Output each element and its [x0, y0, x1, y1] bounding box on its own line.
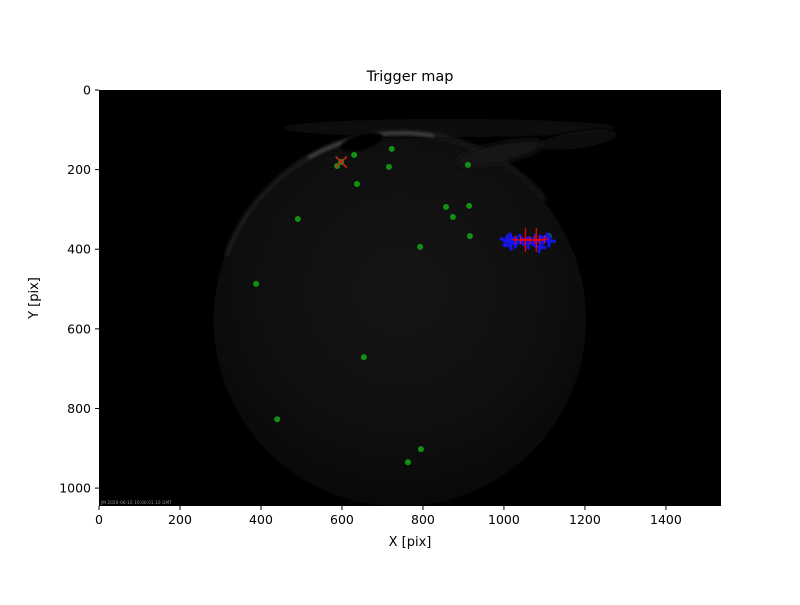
triggers-green-marker — [466, 233, 473, 240]
x-tick-label: 400 — [249, 512, 273, 527]
y-axis-label: Y [pix] — [27, 277, 42, 320]
triggers-green-marker — [360, 354, 367, 361]
camera-dome — [213, 133, 587, 506]
cluster-red-plus-large-marker — [528, 228, 545, 253]
y-tick-label: 600 — [67, 321, 91, 336]
image-layer: JM 2020-06-10 10:00:01.10 GMT — [100, 119, 620, 506]
x-tick-label: 800 — [411, 512, 435, 527]
x-tick-label: 1200 — [569, 512, 601, 527]
x-tick-label: 200 — [168, 512, 192, 527]
chart-title: Trigger map — [366, 69, 454, 85]
x-tick-label: 600 — [330, 512, 354, 527]
triggers-green-marker — [417, 243, 424, 250]
y-tick-label: 0 — [83, 83, 91, 98]
triggers-green-marker — [449, 213, 456, 220]
cluster-blue-markers-marker — [542, 234, 556, 248]
y-tick-label: 1000 — [59, 481, 91, 496]
triggers-green-marker — [388, 145, 395, 152]
x-tick-label: 0 — [95, 512, 103, 527]
cluster-red-plus-marker — [540, 235, 549, 244]
triggers-green-marker — [466, 202, 473, 209]
embedded-timestamp: JM 2020-06-10 10:00:01.10 GMT — [100, 500, 172, 505]
triggers-green-marker — [464, 161, 471, 168]
triggers-green-marker — [404, 459, 411, 466]
x-axis-label: X [pix] — [389, 535, 432, 550]
y-tick-label: 800 — [67, 401, 91, 416]
triggers-green-marker — [353, 180, 360, 187]
x-tick-label: 1400 — [650, 512, 682, 527]
triggers-green-marker — [385, 163, 392, 170]
cloud-streak-right — [455, 139, 545, 167]
x-tick-label: 1000 — [488, 512, 520, 527]
camera-dome-group — [213, 133, 587, 506]
triggers-green-marker — [417, 446, 424, 453]
triggers-green-marker — [294, 215, 301, 222]
y-tick-label: 400 — [67, 242, 91, 257]
triggers-green-marker — [443, 204, 450, 211]
cloud-streak-far-right — [538, 130, 618, 150]
triggers-green-marker — [253, 280, 260, 287]
triggers-green-marker — [351, 151, 358, 158]
cloud-highlights — [224, 119, 620, 257]
y-axis: 0 200 400 600 800 1000 — [59, 83, 99, 496]
x-axis: 0 200 400 600 800 1000 1200 1400 — [95, 506, 682, 527]
faint-sky-streak — [280, 119, 620, 137]
triggers-green-marker — [274, 416, 281, 423]
flagged-cross-marker — [335, 156, 348, 169]
scatter-points — [253, 145, 556, 466]
cluster-blue-markers-marker — [503, 238, 517, 251]
dark-cloud-notch — [340, 132, 384, 152]
y-tick-label: 200 — [67, 162, 91, 177]
